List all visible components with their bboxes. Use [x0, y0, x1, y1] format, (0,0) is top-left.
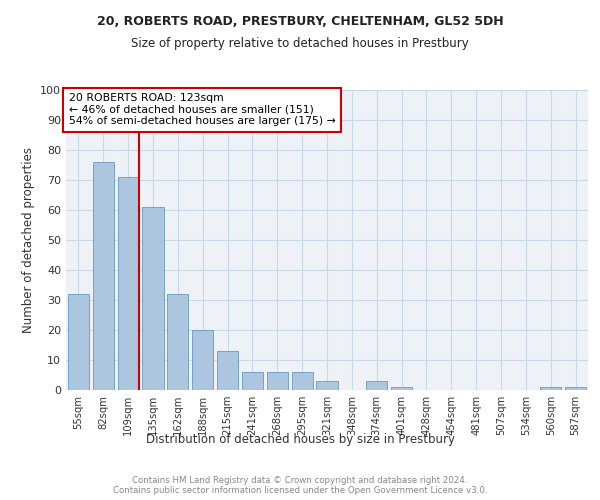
Bar: [242, 372, 263, 390]
Bar: [267, 372, 288, 390]
Bar: [93, 162, 114, 390]
Bar: [118, 177, 139, 390]
Bar: [565, 387, 586, 390]
Bar: [167, 294, 188, 390]
Text: Contains HM Land Registry data © Crown copyright and database right 2024.
Contai: Contains HM Land Registry data © Crown c…: [113, 476, 487, 495]
Bar: [68, 294, 89, 390]
Bar: [292, 372, 313, 390]
Bar: [217, 351, 238, 390]
Bar: [391, 387, 412, 390]
Text: Distribution of detached houses by size in Prestbury: Distribution of detached houses by size …: [146, 432, 455, 446]
Text: 20 ROBERTS ROAD: 123sqm
← 46% of detached houses are smaller (151)
54% of semi-d: 20 ROBERTS ROAD: 123sqm ← 46% of detache…: [68, 93, 335, 126]
Bar: [540, 387, 561, 390]
Bar: [142, 207, 164, 390]
Bar: [366, 381, 387, 390]
Y-axis label: Number of detached properties: Number of detached properties: [22, 147, 35, 333]
Bar: [192, 330, 213, 390]
Text: Size of property relative to detached houses in Prestbury: Size of property relative to detached ho…: [131, 38, 469, 51]
Text: 20, ROBERTS ROAD, PRESTBURY, CHELTENHAM, GL52 5DH: 20, ROBERTS ROAD, PRESTBURY, CHELTENHAM,…: [97, 15, 503, 28]
Bar: [316, 381, 338, 390]
